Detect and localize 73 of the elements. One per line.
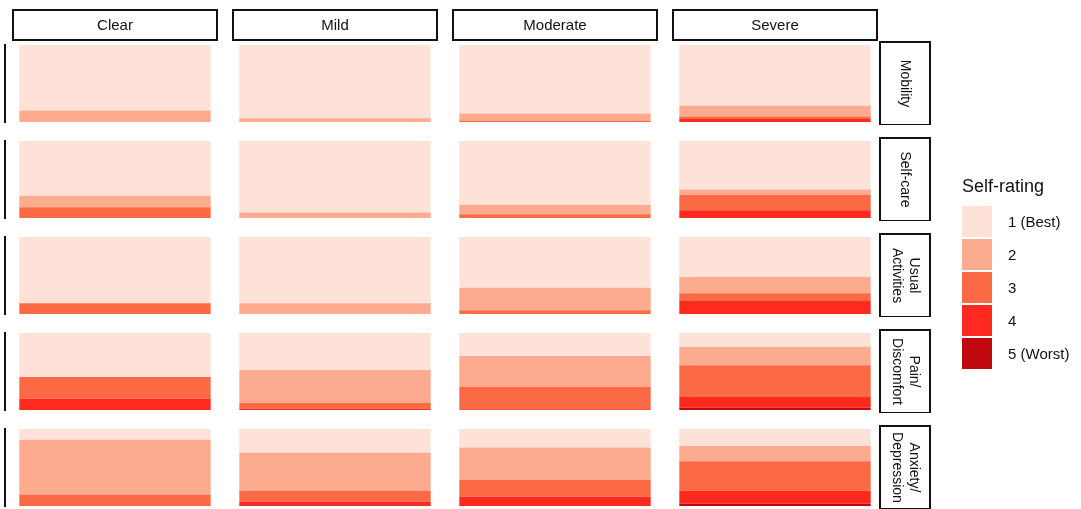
bar	[239, 403, 431, 409]
bar	[459, 496, 651, 506]
y2-axis-title: Mobility	[898, 59, 915, 108]
bar	[459, 141, 651, 205]
bar	[19, 333, 211, 377]
bar	[679, 396, 871, 408]
bar	[679, 365, 871, 397]
bar	[19, 398, 211, 410]
legend-label: 5 (Worst)	[1008, 345, 1070, 362]
bar	[459, 45, 651, 114]
bar	[19, 141, 211, 196]
bar	[239, 141, 431, 213]
legend-label: 4	[1008, 312, 1017, 329]
bar	[19, 376, 211, 399]
bar	[679, 105, 871, 117]
bar	[679, 277, 871, 294]
y2-axis-title: Pain/ Discomfort	[889, 338, 923, 406]
bar	[239, 429, 431, 453]
bar	[239, 303, 431, 314]
bar	[679, 300, 871, 314]
bar	[459, 204, 651, 215]
bar	[19, 237, 211, 304]
bar	[239, 237, 431, 304]
bar	[19, 429, 211, 440]
bar	[239, 333, 431, 370]
bar	[459, 310, 651, 314]
bar	[239, 212, 431, 218]
bar	[459, 356, 651, 387]
bar	[239, 501, 431, 506]
bar	[679, 237, 871, 278]
bar	[679, 333, 871, 347]
bar	[19, 303, 211, 314]
bar	[459, 333, 651, 357]
bar	[679, 490, 871, 504]
bar	[679, 189, 871, 195]
bar	[459, 429, 651, 448]
x-tick-label: Mild	[321, 16, 349, 34]
bar	[19, 110, 211, 122]
bar	[679, 194, 871, 211]
bar	[459, 447, 651, 480]
bar	[459, 386, 651, 410]
bar	[679, 141, 871, 190]
bar	[19, 195, 211, 208]
bar	[679, 346, 871, 366]
legend-title: Self-rating	[962, 176, 1046, 197]
x-tick-label: Clear	[97, 16, 133, 34]
bar	[459, 479, 651, 497]
bar	[239, 452, 431, 491]
bar	[679, 293, 871, 301]
bar	[19, 207, 211, 218]
legend-label: 3	[1008, 279, 1017, 296]
y2-axis-title: Anxiety/ Depression	[889, 432, 923, 503]
bar	[679, 210, 871, 218]
bar	[459, 237, 651, 288]
y2-axis-title: Usual Activities	[889, 247, 923, 304]
bar	[239, 45, 431, 119]
x-tick-label: Severe	[751, 16, 799, 34]
bar	[19, 439, 211, 495]
bar	[459, 287, 651, 311]
bar	[679, 45, 871, 106]
bar	[19, 494, 211, 506]
x-tick-label: Moderate	[523, 16, 587, 34]
y2-axis-title: Self-care	[898, 151, 915, 208]
legend-label: 1 (Best)	[1008, 213, 1061, 230]
legend-label: 2	[1008, 246, 1017, 263]
bar	[239, 490, 431, 502]
bar	[679, 445, 871, 462]
bar	[459, 214, 651, 218]
bar	[679, 461, 871, 491]
bar	[19, 45, 211, 111]
bar	[239, 369, 431, 404]
bar	[679, 429, 871, 446]
bar	[239, 118, 431, 122]
